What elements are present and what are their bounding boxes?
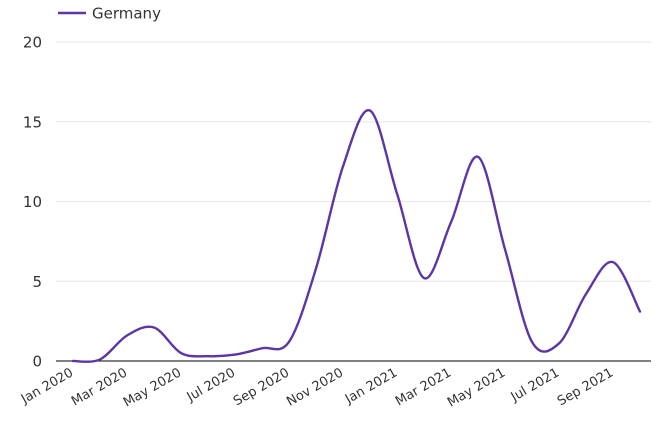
x-tick-label-jan-2021: Jan 2021: [342, 365, 400, 407]
y-tick-label-0: 0: [32, 353, 42, 371]
data-point-germany-0: [71, 359, 76, 364]
x-tick-label-sep-2021: Sep 2021: [555, 365, 616, 409]
x-tick-label-jul-2020: Jul 2020: [184, 365, 238, 405]
data-point-germany-17: [530, 339, 535, 344]
y-axis-ticks: 0 5 10 15 20: [23, 34, 42, 371]
series-layer: [71, 108, 643, 364]
data-point-germany-1: [98, 357, 103, 362]
data-point-germany-19: [584, 292, 589, 297]
x-tick-label-mar-2021: Mar 2021: [393, 365, 454, 409]
legend: Germany: [58, 5, 161, 23]
data-point-germany-3: [152, 325, 157, 330]
data-point-germany-21: [638, 309, 643, 314]
data-point-germany-13: [422, 276, 427, 281]
y-tick-label-5: 5: [32, 273, 42, 291]
data-point-germany-2: [125, 333, 130, 338]
data-point-germany-14: [449, 220, 454, 225]
data-point-germany-18: [557, 341, 562, 346]
y-tick-label-15: 15: [23, 113, 42, 131]
data-point-germany-9: [314, 266, 319, 271]
data-point-germany-11: [368, 108, 373, 113]
series-line-germany: [71, 109, 642, 363]
x-tick-label-nov-2020: Nov 2020: [284, 365, 346, 409]
data-point-germany-10: [341, 164, 346, 169]
legend-label-germany: Germany: [92, 5, 161, 23]
data-point-germany-15: [476, 154, 481, 159]
data-point-germany-4: [179, 351, 184, 356]
data-point-germany-8: [287, 339, 292, 344]
data-point-germany-6: [233, 352, 238, 357]
x-tick-label-mar-2020: Mar 2020: [69, 365, 130, 409]
y-tick-label-10: 10: [23, 193, 42, 211]
data-point-germany-5: [206, 354, 211, 359]
x-tick-label-sep-2020: Sep 2020: [231, 365, 292, 409]
data-point-germany-12: [395, 191, 400, 196]
x-tick-label-may-2021: May 2021: [445, 365, 508, 410]
y-tick-label-20: 20: [23, 34, 42, 52]
x-tick-label-jul-2021: Jul 2021: [508, 365, 562, 405]
x-tick-label-jan-2020: Jan 2020: [18, 365, 76, 407]
data-point-germany-7: [260, 346, 265, 351]
data-point-germany-16: [503, 247, 508, 252]
data-point-germany-20: [611, 260, 616, 265]
gridlines: [56, 41, 651, 362]
x-tick-label-may-2020: May 2020: [121, 365, 184, 410]
